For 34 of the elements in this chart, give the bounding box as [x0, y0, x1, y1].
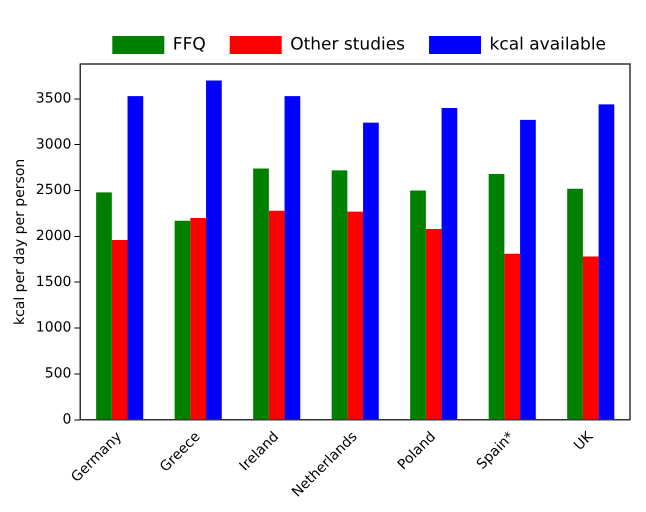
bar	[488, 174, 504, 420]
bar	[504, 254, 520, 420]
bar	[598, 104, 614, 420]
y-tick-label: 0	[62, 411, 72, 428]
bar	[426, 229, 442, 420]
y-tick-label: 1500	[36, 274, 72, 290]
bar	[567, 188, 583, 420]
bar	[520, 120, 536, 420]
bar	[206, 80, 222, 420]
bar	[363, 122, 379, 420]
x-tick-label: UK	[571, 428, 597, 454]
y-tick-label: 2500	[36, 182, 72, 198]
bar	[442, 108, 458, 420]
bar	[347, 212, 364, 420]
bar	[582, 256, 599, 420]
legend-label: kcal available	[490, 34, 606, 54]
bar	[128, 96, 144, 420]
bar	[284, 96, 300, 420]
bar	[174, 220, 190, 420]
y-tick-label: 1000	[36, 320, 72, 336]
y-tick-label: 500	[44, 366, 72, 382]
bar	[268, 210, 285, 420]
bar	[410, 190, 426, 420]
bar	[190, 218, 206, 420]
legend-label: Other studies	[290, 34, 406, 54]
bar	[332, 170, 348, 420]
y-tick-label: 3500	[36, 90, 72, 106]
legend-label: FFQ	[172, 34, 206, 54]
y-axis-title: kcal per day per person	[12, 158, 28, 326]
y-tick-label: 2000	[36, 228, 72, 244]
y-tick-label: 3000	[36, 136, 72, 152]
bar	[253, 168, 269, 420]
bar	[96, 192, 112, 420]
bar	[112, 240, 128, 420]
